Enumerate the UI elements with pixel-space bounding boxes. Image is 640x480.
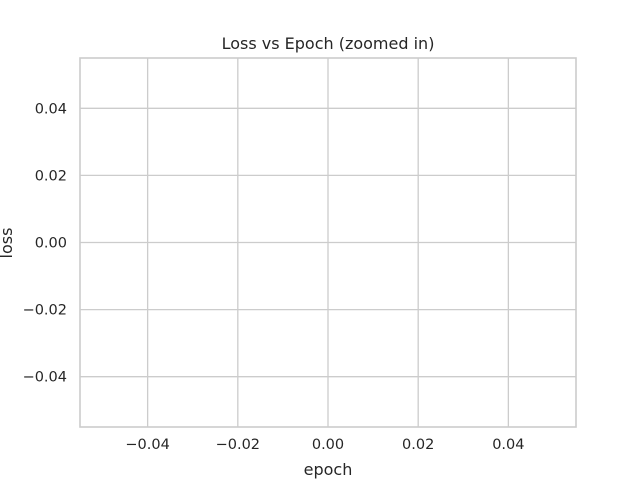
x-axis-label: epoch (304, 460, 353, 479)
x-tick-label: −0.04 (125, 437, 169, 453)
y-tick-label: 0.00 (35, 236, 67, 252)
y-tick-label: −0.04 (23, 370, 67, 386)
y-tick-label: 0.02 (35, 168, 67, 184)
x-tick-label: 0.00 (312, 437, 344, 453)
plot-frame (79, 57, 577, 428)
grid (80, 58, 576, 427)
x-tick-labels: −0.04 −0.02 0.00 0.02 0.04 (125, 437, 524, 453)
chart-title: Loss vs Epoch (zoomed in) (222, 34, 435, 53)
y-axis-label: loss (0, 228, 16, 259)
x-tick-label: 0.04 (492, 437, 524, 453)
y-tick-label: −0.02 (23, 303, 67, 319)
y-tick-label: 0.04 (35, 101, 67, 117)
x-tick-label: −0.02 (216, 437, 260, 453)
y-tick-labels: −0.04 −0.02 0.00 0.02 0.04 (23, 101, 67, 385)
x-tick-label: 0.02 (402, 437, 434, 453)
